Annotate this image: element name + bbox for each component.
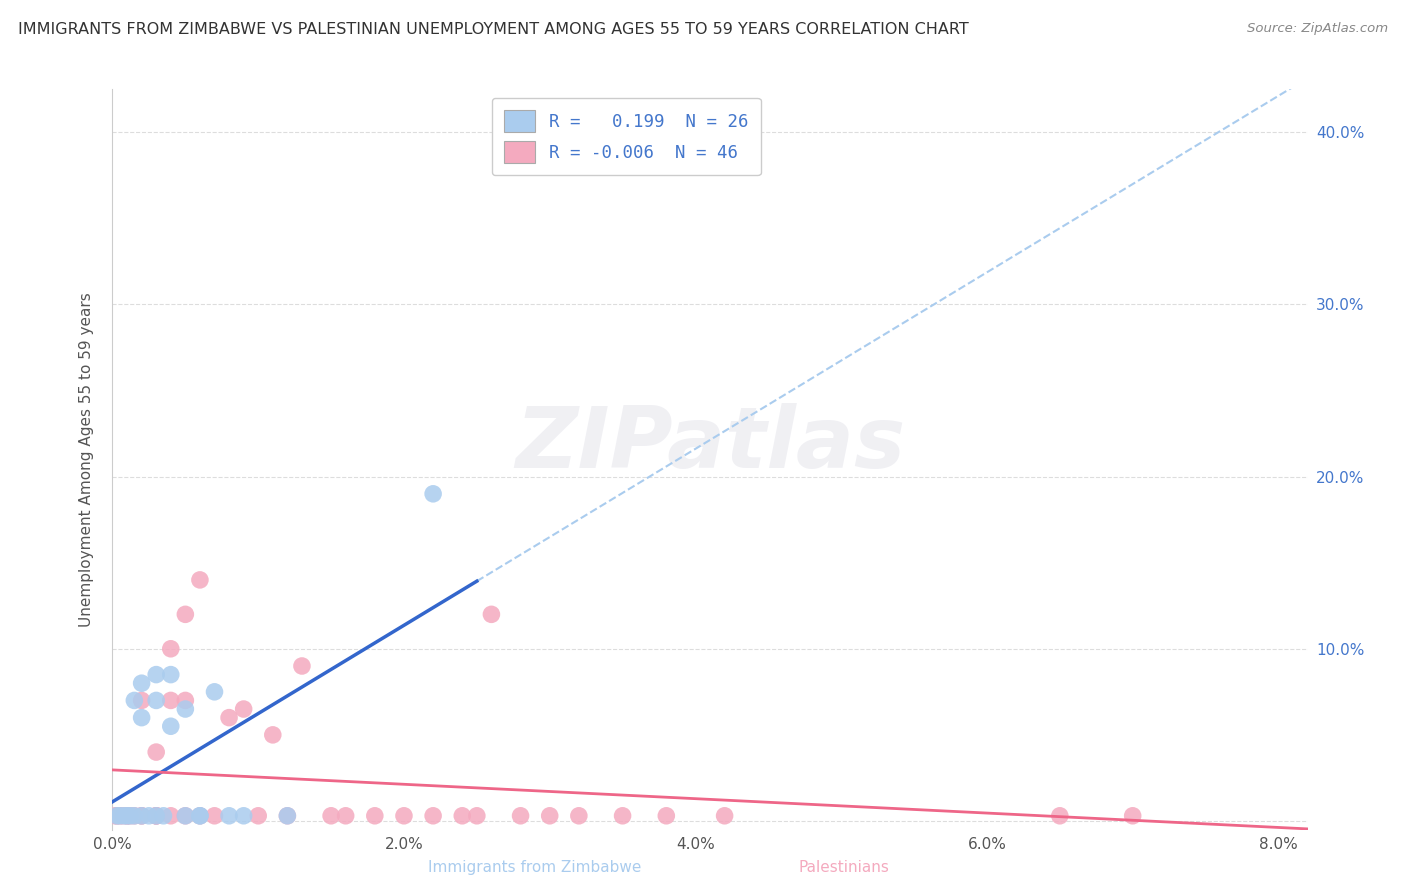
Y-axis label: Unemployment Among Ages 55 to 59 years: Unemployment Among Ages 55 to 59 years — [79, 292, 94, 627]
Point — [174, 809, 197, 823]
Point — [538, 809, 561, 823]
Point — [713, 809, 735, 823]
Point — [392, 809, 415, 823]
Point — [145, 809, 167, 823]
Point — [115, 809, 138, 823]
Point — [131, 809, 153, 823]
Point — [335, 809, 357, 823]
Point — [131, 693, 153, 707]
Point — [131, 676, 153, 690]
Point — [1122, 809, 1144, 823]
Point — [124, 693, 146, 707]
Point — [218, 711, 240, 725]
Point — [115, 809, 138, 823]
Point — [204, 685, 226, 699]
Point — [138, 809, 160, 823]
Point — [124, 809, 146, 823]
Text: Immigrants from Zimbabwe: Immigrants from Zimbabwe — [427, 861, 641, 875]
Point — [159, 693, 181, 707]
Point — [568, 809, 591, 823]
Point — [152, 809, 174, 823]
Point — [232, 809, 254, 823]
Point — [159, 641, 181, 656]
Point — [232, 702, 254, 716]
Point — [262, 728, 284, 742]
Point — [422, 809, 444, 823]
Point — [481, 607, 503, 622]
Point — [276, 809, 298, 823]
Point — [159, 719, 181, 733]
Point — [276, 809, 298, 823]
Legend: R =   0.199  N = 26, R = -0.006  N = 46: R = 0.199 N = 26, R = -0.006 N = 46 — [492, 98, 761, 176]
Point — [451, 809, 474, 823]
Point — [319, 809, 342, 823]
Point — [104, 809, 127, 823]
Point — [118, 809, 141, 823]
Point — [145, 809, 167, 823]
Point — [159, 667, 181, 681]
Point — [145, 809, 167, 823]
Point — [204, 809, 226, 823]
Point — [188, 573, 211, 587]
Point — [118, 809, 141, 823]
Point — [174, 809, 197, 823]
Point — [612, 809, 634, 823]
Point — [145, 667, 167, 681]
Point — [145, 693, 167, 707]
Point — [174, 702, 197, 716]
Text: Source: ZipAtlas.com: Source: ZipAtlas.com — [1247, 22, 1388, 36]
Point — [145, 809, 167, 823]
Point — [1049, 809, 1071, 823]
Point — [422, 487, 444, 501]
Point — [108, 809, 131, 823]
Point — [247, 809, 270, 823]
Point — [112, 809, 135, 823]
Point — [105, 809, 128, 823]
Point — [145, 745, 167, 759]
Point — [188, 809, 211, 823]
Point — [131, 711, 153, 725]
Text: ZIPatlas: ZIPatlas — [515, 403, 905, 486]
Point — [174, 693, 197, 707]
Point — [218, 809, 240, 823]
Point — [108, 809, 131, 823]
Point — [291, 659, 314, 673]
Text: IMMIGRANTS FROM ZIMBABWE VS PALESTINIAN UNEMPLOYMENT AMONG AGES 55 TO 59 YEARS C: IMMIGRANTS FROM ZIMBABWE VS PALESTINIAN … — [18, 22, 969, 37]
Point — [188, 809, 211, 823]
Point — [105, 809, 128, 823]
Point — [131, 809, 153, 823]
Point — [174, 607, 197, 622]
Point — [111, 809, 134, 823]
Text: Palestinians: Palestinians — [799, 861, 889, 875]
Point — [124, 809, 146, 823]
Point — [509, 809, 531, 823]
Point — [188, 809, 211, 823]
Point — [115, 809, 138, 823]
Point — [159, 809, 181, 823]
Point — [131, 809, 153, 823]
Point — [465, 809, 488, 823]
Point — [655, 809, 678, 823]
Point — [364, 809, 387, 823]
